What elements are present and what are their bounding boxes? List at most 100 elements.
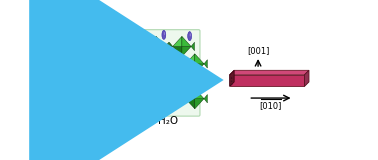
Ellipse shape: [85, 32, 88, 41]
Polygon shape: [144, 77, 147, 85]
Polygon shape: [182, 95, 186, 103]
Polygon shape: [173, 81, 182, 91]
Polygon shape: [144, 42, 147, 51]
Ellipse shape: [151, 50, 152, 53]
FancyBboxPatch shape: [68, 30, 200, 116]
Polygon shape: [118, 89, 127, 99]
Ellipse shape: [71, 51, 76, 60]
Ellipse shape: [136, 103, 140, 112]
Polygon shape: [131, 95, 134, 103]
Polygon shape: [191, 77, 195, 85]
Polygon shape: [204, 60, 208, 68]
Polygon shape: [186, 54, 195, 64]
Polygon shape: [156, 95, 160, 103]
Polygon shape: [82, 64, 91, 74]
Polygon shape: [160, 99, 169, 109]
Polygon shape: [95, 36, 104, 46]
Polygon shape: [95, 46, 104, 56]
Polygon shape: [79, 46, 88, 56]
Ellipse shape: [99, 50, 101, 53]
Polygon shape: [118, 99, 127, 109]
Ellipse shape: [177, 53, 178, 56]
Polygon shape: [186, 64, 195, 74]
Polygon shape: [88, 77, 91, 85]
Polygon shape: [121, 46, 130, 56]
Text: [001]: [001]: [247, 46, 269, 55]
Ellipse shape: [112, 32, 113, 35]
Polygon shape: [165, 42, 169, 51]
Ellipse shape: [74, 87, 75, 90]
Ellipse shape: [98, 48, 101, 57]
Polygon shape: [127, 60, 130, 68]
Polygon shape: [104, 71, 114, 81]
Polygon shape: [95, 71, 104, 81]
Ellipse shape: [98, 83, 101, 92]
Polygon shape: [169, 42, 173, 51]
Polygon shape: [108, 99, 118, 109]
Ellipse shape: [138, 69, 139, 73]
Polygon shape: [88, 42, 91, 51]
Polygon shape: [79, 60, 82, 68]
Polygon shape: [82, 54, 91, 64]
Ellipse shape: [125, 87, 126, 90]
Ellipse shape: [190, 33, 191, 36]
Polygon shape: [101, 95, 104, 103]
Polygon shape: [108, 54, 118, 64]
Ellipse shape: [110, 66, 114, 75]
Polygon shape: [82, 89, 91, 99]
Ellipse shape: [162, 30, 166, 39]
Polygon shape: [182, 71, 191, 81]
Text: [010]: [010]: [260, 101, 282, 110]
Polygon shape: [131, 60, 134, 68]
Polygon shape: [156, 81, 165, 91]
Ellipse shape: [175, 85, 179, 94]
Ellipse shape: [125, 53, 126, 56]
Polygon shape: [104, 46, 114, 56]
Polygon shape: [178, 95, 181, 103]
Polygon shape: [134, 64, 143, 74]
Polygon shape: [91, 64, 101, 74]
Polygon shape: [95, 81, 104, 91]
Polygon shape: [160, 54, 169, 64]
Ellipse shape: [138, 33, 139, 36]
Polygon shape: [173, 71, 182, 81]
Polygon shape: [143, 64, 152, 74]
Ellipse shape: [188, 68, 192, 77]
Ellipse shape: [110, 100, 114, 109]
Polygon shape: [191, 42, 195, 51]
Polygon shape: [118, 77, 121, 85]
Polygon shape: [143, 89, 152, 99]
Polygon shape: [204, 95, 208, 103]
Polygon shape: [195, 99, 204, 109]
Ellipse shape: [188, 32, 192, 41]
Polygon shape: [195, 64, 204, 74]
Polygon shape: [160, 64, 169, 74]
Polygon shape: [186, 89, 195, 99]
Polygon shape: [101, 60, 104, 68]
Polygon shape: [182, 46, 191, 56]
Ellipse shape: [85, 68, 88, 77]
Polygon shape: [121, 36, 130, 46]
Polygon shape: [173, 46, 182, 56]
Ellipse shape: [164, 102, 165, 105]
Ellipse shape: [110, 30, 114, 39]
Polygon shape: [114, 77, 117, 85]
Ellipse shape: [74, 53, 75, 56]
Circle shape: [231, 77, 232, 79]
Polygon shape: [104, 81, 114, 91]
Polygon shape: [66, 77, 70, 85]
Polygon shape: [105, 95, 108, 103]
Polygon shape: [130, 81, 139, 91]
Ellipse shape: [112, 67, 113, 71]
Ellipse shape: [71, 85, 76, 94]
Polygon shape: [195, 54, 204, 64]
Polygon shape: [147, 81, 156, 91]
Polygon shape: [134, 89, 143, 99]
Ellipse shape: [164, 32, 165, 35]
Polygon shape: [182, 36, 191, 46]
Polygon shape: [127, 95, 130, 103]
Polygon shape: [91, 54, 101, 64]
Ellipse shape: [149, 48, 153, 57]
Polygon shape: [79, 95, 82, 103]
Polygon shape: [173, 36, 182, 46]
